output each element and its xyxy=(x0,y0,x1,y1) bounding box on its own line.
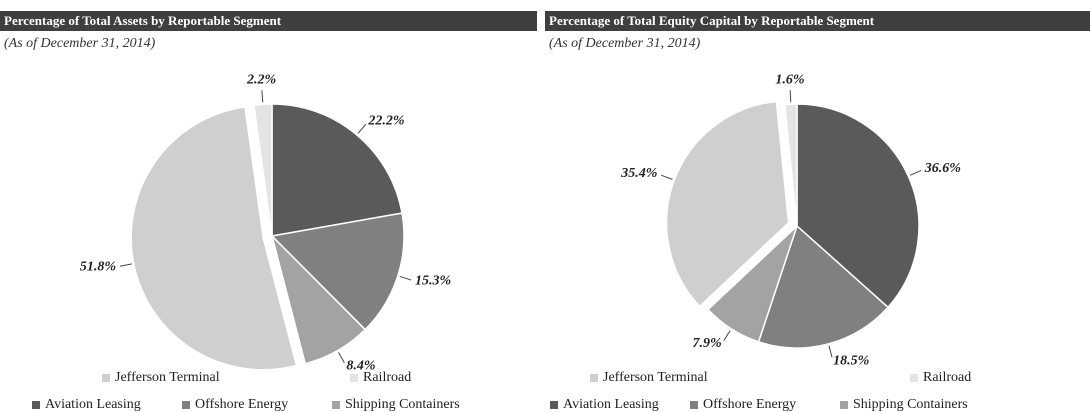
value-label: 36.6% xyxy=(924,161,961,176)
legend-label: Offshore Energy xyxy=(195,397,288,412)
value-label: 8.4% xyxy=(346,358,375,373)
pie-slice xyxy=(665,100,790,308)
title-bar xyxy=(0,11,537,31)
value-label: 2.2% xyxy=(246,73,276,88)
value-label: 22.2% xyxy=(367,113,404,128)
legend-swatch xyxy=(182,401,190,409)
leader-line xyxy=(909,169,922,176)
leader-line xyxy=(119,263,132,267)
pie-slice xyxy=(270,233,367,365)
pie-slice xyxy=(707,225,798,343)
legend-swatch xyxy=(590,374,598,382)
value-label: 7.9% xyxy=(692,336,721,351)
value-label: 51.8% xyxy=(80,259,116,274)
legend-label: Shipping Containers xyxy=(345,397,460,412)
legend-swatch xyxy=(102,374,110,382)
chart-title: Percentage of Total Assets by Reportable… xyxy=(4,13,282,28)
leader-line xyxy=(357,123,367,134)
legend-label: Jefferson Terminal xyxy=(115,370,220,385)
legend-swatch xyxy=(332,401,340,409)
value-label: 18.5% xyxy=(833,353,869,368)
pie-slice xyxy=(271,103,403,237)
chart-title: Percentage of Total Equity Capital by Re… xyxy=(549,13,875,28)
legend-label: Railroad xyxy=(923,370,971,385)
value-label: 35.4% xyxy=(620,166,657,181)
legend-label: Jefferson Terminal xyxy=(603,370,708,385)
title-bar xyxy=(545,11,1090,31)
leader-line xyxy=(661,174,673,180)
value-label: 15.3% xyxy=(415,273,451,288)
legend-swatch xyxy=(840,401,848,409)
legend-swatch xyxy=(910,374,918,382)
chart-subtitle: (As of December 31, 2014) xyxy=(549,36,701,51)
value-label: 1.6% xyxy=(775,72,804,87)
pie-slice xyxy=(796,103,920,309)
legend-label: Shipping Containers xyxy=(853,397,968,412)
legend-swatch xyxy=(690,401,698,409)
leader-line xyxy=(723,330,731,341)
pie-slice xyxy=(270,212,405,331)
chart-subtitle: (As of December 31, 2014) xyxy=(4,36,156,51)
leader-line xyxy=(399,275,412,281)
legend-swatch xyxy=(350,374,358,382)
pie-slice xyxy=(252,103,273,237)
leader-line xyxy=(828,345,833,358)
pie-slice xyxy=(783,103,798,227)
pie-slice xyxy=(757,224,890,349)
pie-slice xyxy=(130,106,298,371)
legend-swatch xyxy=(550,401,558,409)
legend-label: Offshore Energy xyxy=(703,397,796,412)
legend-label: Aviation Leasing xyxy=(45,397,141,412)
leader-line xyxy=(261,90,264,103)
leader-line xyxy=(789,90,792,103)
legend-label: Aviation Leasing xyxy=(563,397,659,412)
leader-line xyxy=(338,352,345,364)
legend-swatch xyxy=(32,401,40,409)
legend-label: Railroad xyxy=(363,370,411,385)
